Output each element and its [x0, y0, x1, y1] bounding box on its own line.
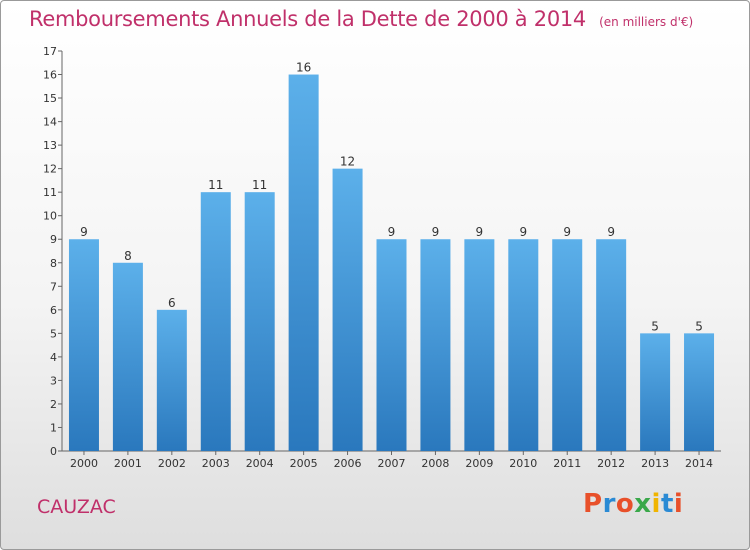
logo-letter: P: [583, 489, 603, 519]
data-label: 8: [124, 249, 132, 263]
y-tick-label: 4: [50, 351, 57, 364]
x-tick-label: 2010: [509, 457, 537, 470]
data-label: 9: [432, 225, 440, 239]
chart-unit: (en milliers d'€): [599, 15, 694, 29]
data-label: 9: [519, 225, 527, 239]
bar-2012: [596, 239, 627, 451]
data-label: 9: [388, 225, 396, 239]
data-label: 9: [607, 225, 615, 239]
y-tick-label: 2: [50, 398, 57, 411]
bar-2009: [464, 239, 495, 451]
bar-2002: [156, 309, 187, 451]
bar-2013: [640, 333, 671, 451]
bar-2014: [684, 333, 715, 451]
data-label: 9: [476, 225, 484, 239]
y-tick-label: 5: [50, 327, 57, 340]
y-tick-label: 15: [43, 92, 57, 105]
data-label: 16: [296, 61, 311, 75]
y-tick-label: 12: [43, 163, 57, 176]
data-label: 12: [340, 155, 355, 169]
bar-2001: [112, 262, 143, 451]
bar-2008: [420, 239, 451, 451]
y-tick-label: 0: [50, 445, 57, 458]
x-tick-label: 2004: [246, 457, 274, 470]
y-tick-label: 10: [43, 210, 57, 223]
logo-letter: r: [602, 489, 616, 519]
x-tick-label: 2001: [114, 457, 142, 470]
logo-letter: o: [615, 489, 635, 519]
y-tick-label: 6: [50, 304, 57, 317]
y-tick-label: 7: [50, 280, 57, 293]
x-tick-label: 2012: [597, 457, 625, 470]
data-label: 9: [80, 225, 88, 239]
x-tick-label: 2005: [290, 457, 318, 470]
bars: [68, 74, 715, 452]
y-tick-label: 13: [43, 139, 57, 152]
bar-2005: [288, 74, 319, 451]
bar-2000: [68, 239, 99, 451]
bar-2006: [332, 168, 363, 451]
bar-2010: [508, 239, 539, 451]
x-tick-label: 2007: [378, 457, 406, 470]
x-tick-label: 2003: [202, 457, 230, 470]
x-tick-label: 2009: [465, 457, 493, 470]
logo-letter: i: [673, 489, 684, 519]
logo-letter: i: [651, 489, 661, 519]
bar-2003: [200, 192, 231, 452]
data-label: 5: [651, 319, 659, 333]
data-label: 9: [563, 225, 571, 239]
x-tick-label: 2006: [334, 457, 362, 470]
y-tick-label: 11: [43, 186, 57, 199]
x-tick-label: 2011: [553, 457, 581, 470]
x-tick-label: 2002: [158, 457, 186, 470]
x-tick-label: 2014: [685, 457, 713, 470]
y-tick-label: 16: [43, 69, 57, 82]
y-tick-label: 1: [50, 421, 57, 434]
logo-letter: t: [660, 489, 674, 519]
y-tick-label: 9: [50, 233, 57, 246]
data-label: 11: [208, 178, 223, 192]
y-tick-label: 14: [43, 116, 57, 129]
chart-title: Remboursements Annuels de la Dette de 20…: [29, 7, 586, 31]
bar-2011: [552, 239, 583, 451]
y-tick-label: 17: [43, 45, 57, 58]
bar-2004: [244, 192, 275, 452]
data-label: 6: [168, 296, 176, 310]
x-tick-label: 2008: [421, 457, 449, 470]
logo-letter: x: [634, 489, 652, 519]
labels: 2000 9 2001 8 2002 6 2003 11 2004 11 2005 16 2006 12 2…: [70, 61, 713, 470]
proxiti-logo[interactable]: Proxiti: [583, 489, 683, 519]
y-tick-label: 8: [50, 257, 57, 270]
y-tick-label: 3: [50, 374, 57, 387]
bar-2007: [376, 239, 407, 451]
data-label: 5: [695, 319, 703, 333]
x-tick-label: 2000: [70, 457, 98, 470]
x-tick-label: 2013: [641, 457, 669, 470]
data-label: 11: [252, 178, 267, 192]
city-name: CAUZAC: [37, 496, 116, 518]
title-row: Remboursements Annuels de la Dette de 20…: [29, 7, 693, 31]
